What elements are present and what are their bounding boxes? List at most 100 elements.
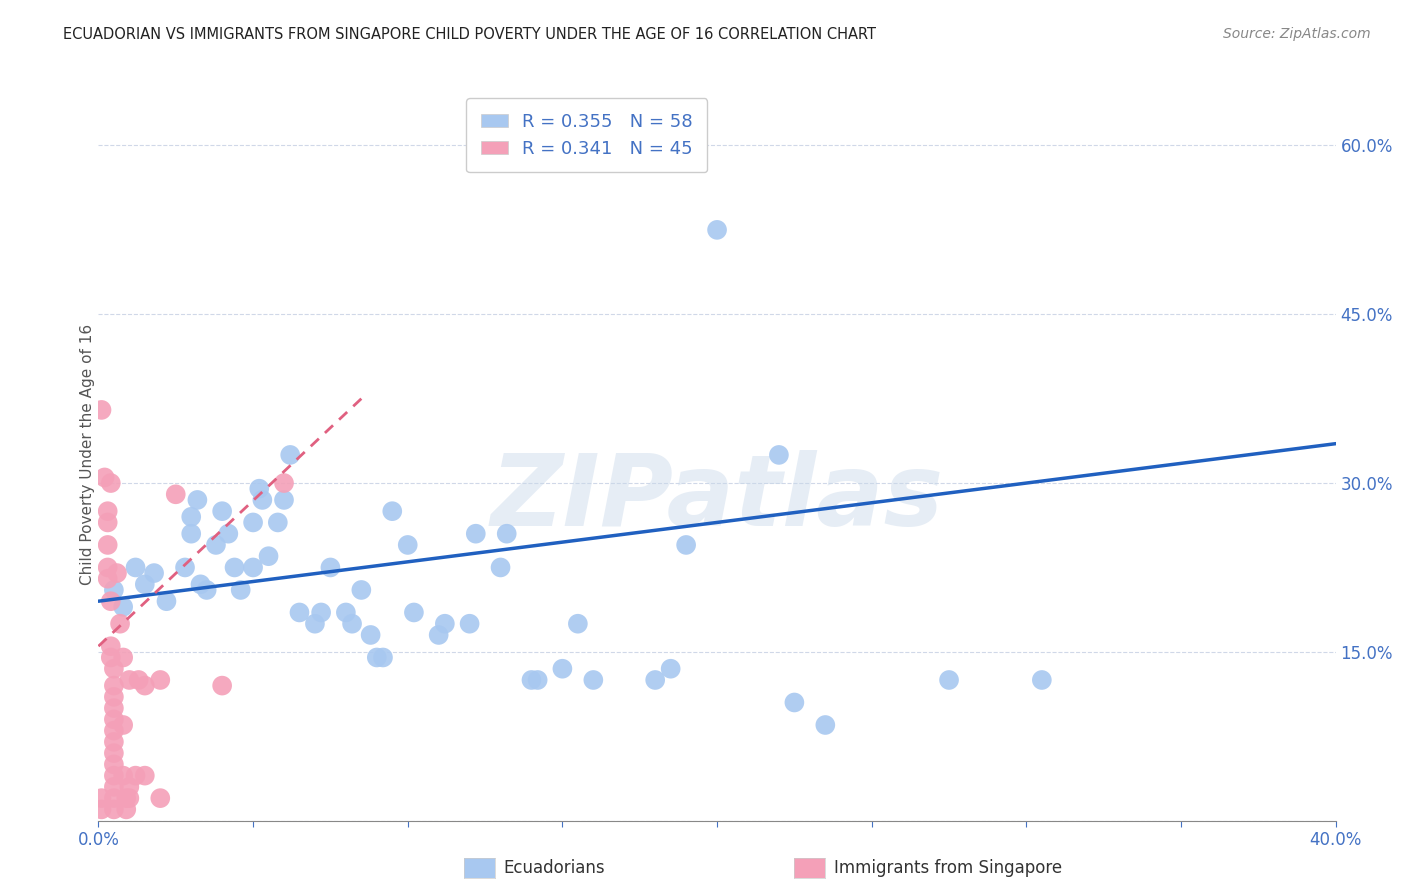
Point — [582, 673, 605, 687]
Point — [205, 538, 228, 552]
Point — [242, 516, 264, 530]
Point — [458, 616, 481, 631]
Point — [360, 628, 382, 642]
Point — [112, 599, 135, 614]
Point — [309, 606, 332, 620]
Point — [644, 673, 666, 687]
Point — [100, 476, 122, 491]
Point — [180, 509, 202, 524]
Point — [180, 526, 202, 541]
Point — [103, 780, 125, 794]
Point — [768, 448, 790, 462]
Point — [659, 662, 682, 676]
Point — [134, 679, 156, 693]
Point — [938, 673, 960, 687]
Point — [124, 769, 146, 783]
Point — [520, 673, 543, 687]
Point — [783, 696, 806, 710]
Point — [103, 723, 125, 738]
Point — [124, 560, 146, 574]
Point — [252, 492, 274, 507]
Point — [118, 791, 141, 805]
Text: ZIPatlas: ZIPatlas — [491, 450, 943, 548]
Point — [97, 516, 120, 530]
Point — [90, 403, 112, 417]
Point — [257, 549, 280, 564]
Point — [495, 526, 517, 541]
Point — [489, 560, 512, 574]
Point — [229, 582, 252, 597]
Point — [211, 679, 233, 693]
Text: ECUADORIAN VS IMMIGRANTS FROM SINGAPORE CHILD POVERTY UNDER THE AGE OF 16 CORREL: ECUADORIAN VS IMMIGRANTS FROM SINGAPORE … — [63, 27, 876, 42]
Point — [288, 606, 311, 620]
Point — [103, 791, 125, 805]
Point — [149, 791, 172, 805]
Point — [706, 223, 728, 237]
Text: Immigrants from Singapore: Immigrants from Singapore — [834, 859, 1062, 877]
Point — [90, 802, 112, 816]
Y-axis label: Child Poverty Under the Age of 16: Child Poverty Under the Age of 16 — [80, 325, 94, 585]
Point — [273, 476, 295, 491]
Point — [112, 769, 135, 783]
Point — [224, 560, 246, 574]
Point — [551, 662, 574, 676]
Point — [402, 606, 425, 620]
Point — [134, 769, 156, 783]
Point — [103, 679, 125, 693]
Point — [278, 448, 301, 462]
Point — [97, 504, 120, 518]
Point — [464, 526, 486, 541]
Point — [90, 791, 112, 805]
Text: Ecuadorians: Ecuadorians — [503, 859, 605, 877]
Point — [174, 560, 197, 574]
Point — [267, 516, 290, 530]
Point — [371, 650, 394, 665]
Point — [155, 594, 177, 608]
Point — [97, 538, 120, 552]
Point — [427, 628, 450, 642]
Point — [103, 802, 125, 816]
Point — [103, 582, 125, 597]
Text: Source: ZipAtlas.com: Source: ZipAtlas.com — [1223, 27, 1371, 41]
Point — [93, 470, 115, 484]
Point — [97, 572, 120, 586]
Point — [381, 504, 404, 518]
Point — [143, 566, 166, 580]
Point — [103, 701, 125, 715]
Point — [335, 606, 357, 620]
Point — [118, 780, 141, 794]
Point — [814, 718, 837, 732]
Point — [103, 746, 125, 760]
Point — [118, 673, 141, 687]
Point — [273, 492, 295, 507]
Point — [103, 690, 125, 704]
Point — [186, 492, 208, 507]
Point — [128, 673, 150, 687]
Point — [319, 560, 342, 574]
Point — [190, 577, 212, 591]
Point — [108, 616, 131, 631]
Point — [1031, 673, 1053, 687]
Point — [350, 582, 373, 597]
Point — [165, 487, 187, 501]
Point — [112, 650, 135, 665]
Point — [247, 482, 270, 496]
Point — [103, 735, 125, 749]
Point — [115, 802, 138, 816]
Point — [567, 616, 589, 631]
Point — [97, 560, 120, 574]
Point — [134, 577, 156, 591]
Point — [396, 538, 419, 552]
Legend: R = 0.355   N = 58, R = 0.341   N = 45: R = 0.355 N = 58, R = 0.341 N = 45 — [467, 98, 707, 172]
Point — [112, 718, 135, 732]
Point — [242, 560, 264, 574]
Point — [366, 650, 388, 665]
Point — [100, 594, 122, 608]
Point — [103, 769, 125, 783]
Point — [217, 526, 239, 541]
Point — [103, 662, 125, 676]
Point — [100, 650, 122, 665]
Point — [100, 639, 122, 653]
Point — [211, 504, 233, 518]
Point — [304, 616, 326, 631]
